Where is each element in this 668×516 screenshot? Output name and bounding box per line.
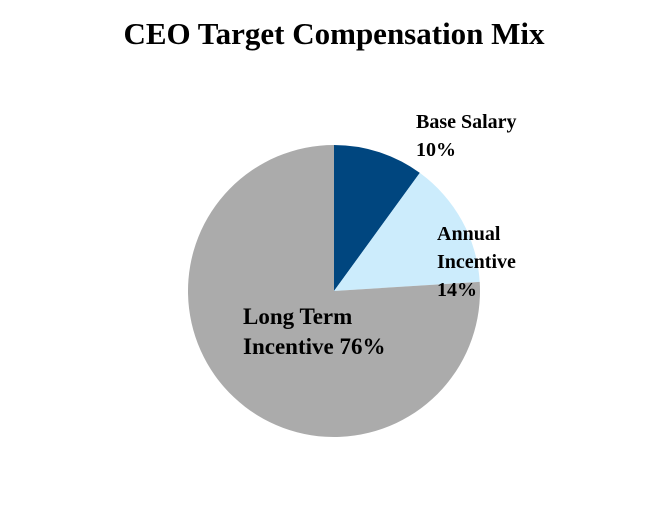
chart-title: CEO Target Compensation Mix [123, 16, 545, 51]
label-annual-incentive: Annual Incentive 14% [437, 220, 516, 304]
label-long-term-incentive-line2: Incentive 76% [243, 334, 386, 359]
label-annual-incentive-line2: Incentive [437, 251, 516, 273]
slice-annual-incentive [334, 172, 480, 291]
slice-long-term-incentive [187, 145, 480, 438]
label-long-term-incentive: Long Term Incentive 76% [243, 302, 385, 362]
label-base-salary-value: 10% [416, 139, 456, 161]
label-base-salary-name: Base Salary [416, 111, 517, 133]
label-long-term-incentive-line1: Long Term [243, 304, 353, 329]
slice-base-salary [334, 145, 420, 291]
label-annual-incentive-line1: Annual [437, 223, 501, 245]
label-base-salary: Base Salary 10% [416, 108, 517, 164]
label-annual-incentive-value: 14% [437, 279, 477, 301]
